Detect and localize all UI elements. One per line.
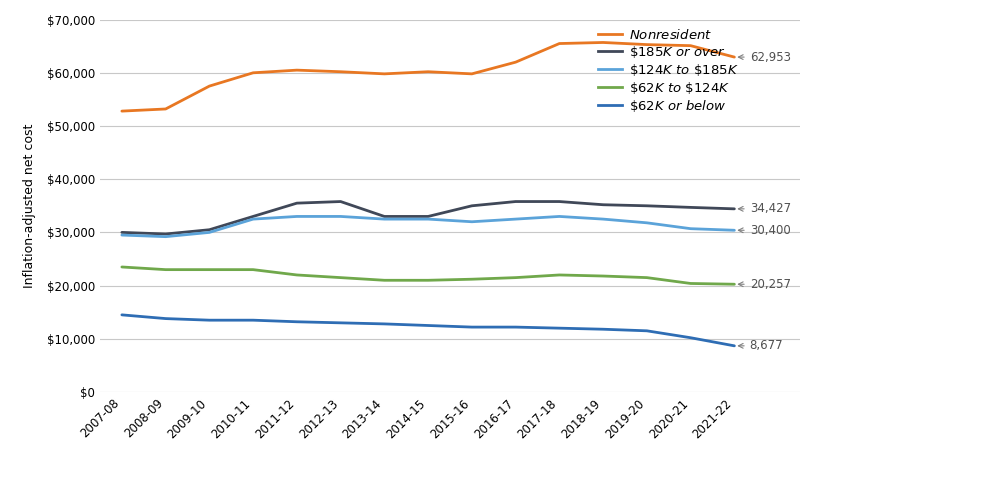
Text: 62,953: 62,953 xyxy=(738,50,791,64)
Text: 30,400: 30,400 xyxy=(738,224,790,237)
Legend: $\it{Nonresident}$, $\it{\$185K\ or\ over}$, $\it{\$124K\ to\ \$185K}$, $\it{\$6: $\it{Nonresident}$, $\it{\$185K\ or\ ove… xyxy=(593,23,744,119)
Text: 20,257: 20,257 xyxy=(738,278,791,291)
Y-axis label: Inflation-adjusted net cost: Inflation-adjusted net cost xyxy=(23,123,36,288)
Text: 34,427: 34,427 xyxy=(738,202,791,215)
Text: 8,677: 8,677 xyxy=(738,340,783,352)
